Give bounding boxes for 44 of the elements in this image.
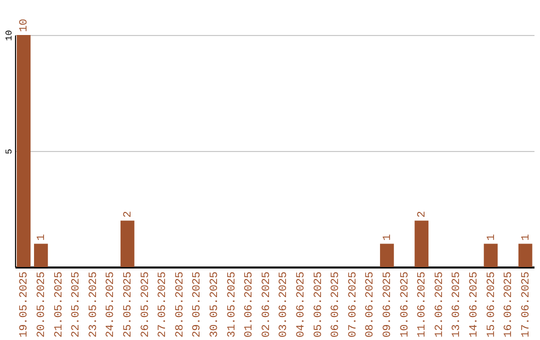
x-tick-label: 20.05.2025 bbox=[36, 272, 48, 338]
bar bbox=[34, 244, 48, 267]
x-tick-label: 10.06.2025 bbox=[399, 272, 412, 338]
x-tick-label: 31.05.2025 bbox=[226, 272, 238, 338]
x-tick-label: 22.05.2025 bbox=[70, 272, 83, 338]
x-tick-label: 01.06.2025 bbox=[244, 272, 256, 338]
y-tick-label: 5 bbox=[4, 148, 14, 154]
bar bbox=[414, 220, 428, 267]
x-tick-label: 28.05.2025 bbox=[174, 272, 186, 338]
x-tick-label: 27.05.2025 bbox=[157, 272, 170, 338]
x-tick-label: 29.05.2025 bbox=[192, 272, 204, 338]
bar bbox=[518, 244, 532, 267]
data-label: 1 bbox=[486, 234, 498, 241]
x-tick-label: 12.06.2025 bbox=[434, 272, 446, 338]
x-tick-label: 04.06.2025 bbox=[295, 272, 308, 338]
data-label: 1 bbox=[520, 234, 532, 241]
data-label: 2 bbox=[416, 210, 429, 218]
x-tick-label: 21.05.2025 bbox=[53, 272, 66, 338]
x-tick-label: 15.06.2025 bbox=[486, 272, 498, 338]
x-tick-label: 30.05.2025 bbox=[208, 272, 221, 338]
x-tick-label: 16.06.2025 bbox=[503, 272, 516, 338]
x-tick-label: 06.06.2025 bbox=[330, 272, 342, 338]
data-label: 1 bbox=[36, 234, 48, 241]
data-label: 10 bbox=[18, 18, 31, 32]
x-tick-label: 25.05.2025 bbox=[122, 272, 134, 338]
x-tick-label: 03.06.2025 bbox=[278, 272, 290, 338]
x-tick-label: 07.06.2025 bbox=[347, 272, 360, 338]
x-tick-label: 09.06.2025 bbox=[382, 272, 394, 338]
x-tick-label: 13.06.2025 bbox=[451, 272, 464, 338]
x-tick-label: 26.05.2025 bbox=[140, 272, 152, 338]
bar bbox=[380, 244, 394, 267]
x-tick-label: 05.06.2025 bbox=[312, 272, 325, 338]
data-label: 1 bbox=[382, 234, 394, 241]
x-tick-label: 17.06.2025 bbox=[520, 272, 532, 338]
data-label: 2 bbox=[122, 210, 134, 218]
x-tick-label: 19.05.2025 bbox=[18, 272, 31, 338]
x-tick-label: 02.06.2025 bbox=[260, 272, 273, 338]
x-tick-label: 11.06.2025 bbox=[416, 272, 429, 338]
bar bbox=[484, 244, 498, 267]
x-tick-label: 14.06.2025 bbox=[468, 272, 480, 338]
bar bbox=[120, 220, 134, 267]
x-tick-label: 23.05.2025 bbox=[88, 272, 100, 338]
x-tick-label: 08.06.2025 bbox=[364, 272, 377, 338]
x-tick-label: 24.05.2025 bbox=[105, 272, 118, 338]
